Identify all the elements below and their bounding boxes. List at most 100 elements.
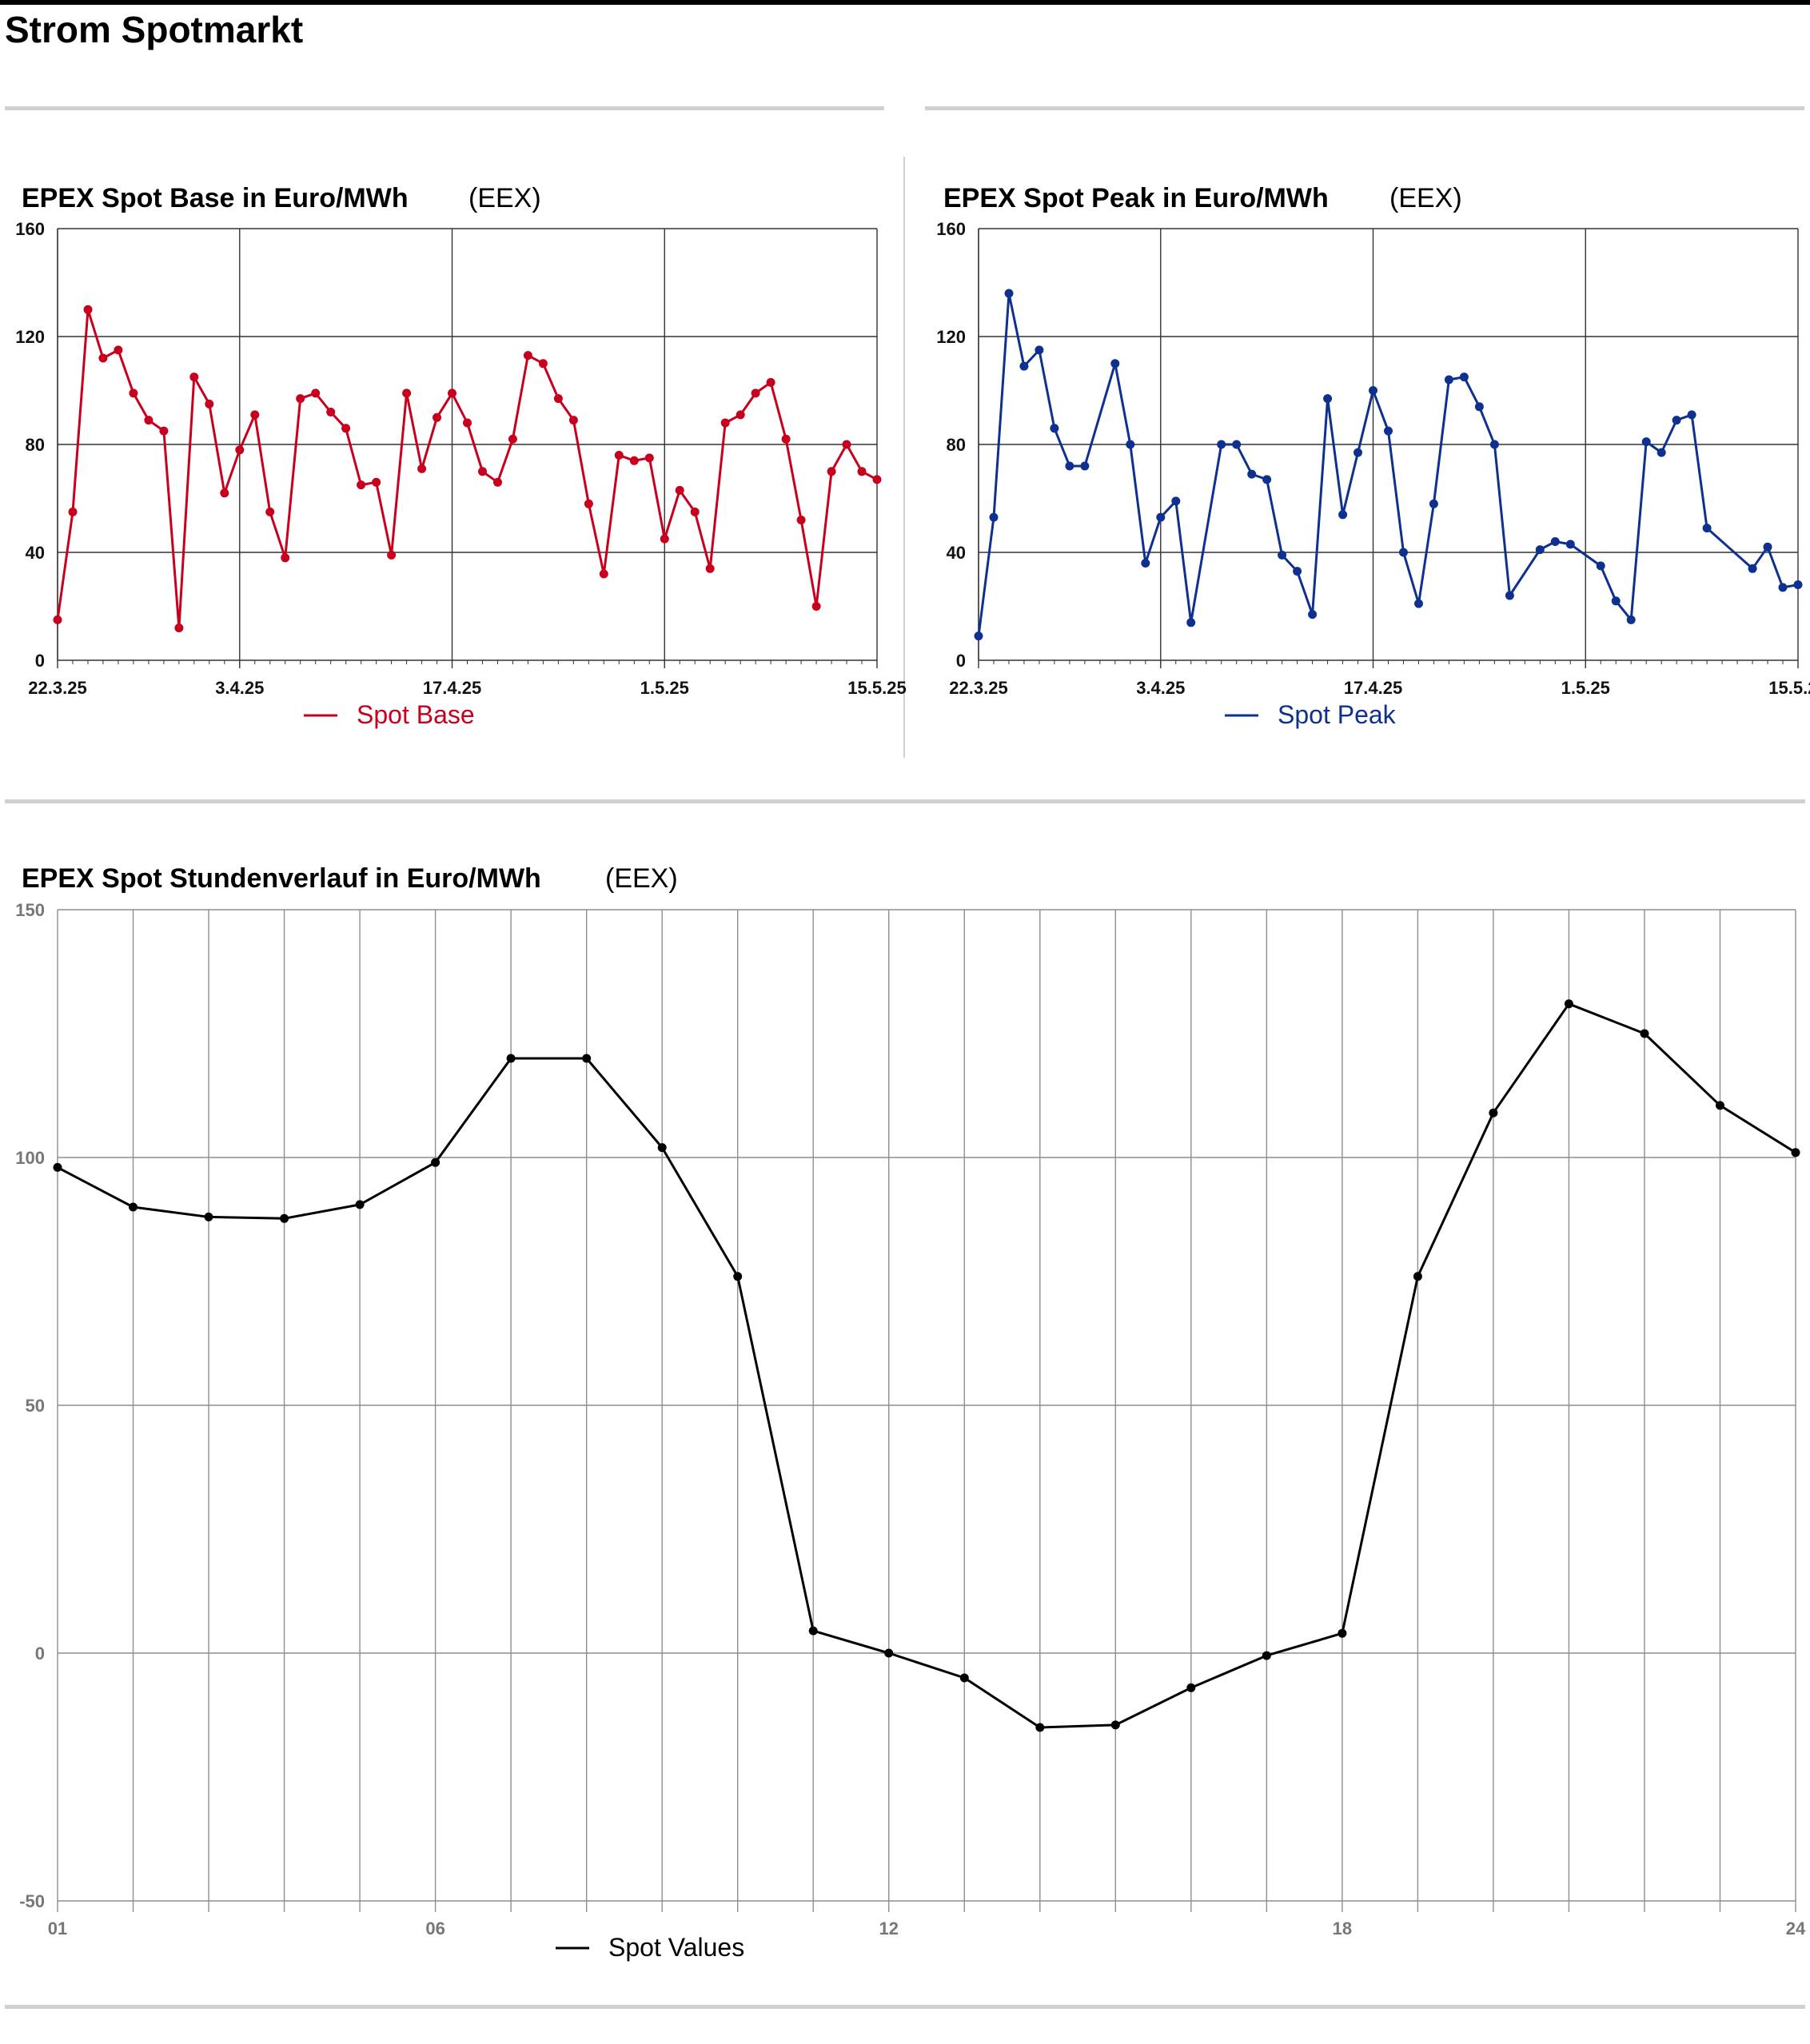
base-data-point: [114, 345, 123, 355]
peak-data-point: [1778, 583, 1788, 592]
base-data-point: [357, 480, 366, 490]
hourly-data-point: [1489, 1108, 1498, 1118]
peak-xtick-label: 22.3.25: [949, 678, 1007, 698]
base-ytick-label: 80: [26, 435, 45, 455]
peak-xtick-label: 15.5.25: [1768, 678, 1810, 698]
base-title: EPEX Spot Base in Euro/MWh: [22, 183, 409, 213]
base-data-point: [493, 477, 502, 487]
base-data-point: [326, 408, 336, 416]
hourly-data-point: [1413, 1272, 1422, 1281]
base-data-point: [265, 507, 275, 516]
peak-ytick-label: 40: [947, 543, 966, 563]
hourly-data-point: [884, 1648, 894, 1658]
peak-data-point: [1293, 567, 1302, 576]
hourly-data-point: [355, 1200, 365, 1209]
base-data-point: [433, 412, 441, 422]
base-data-point: [53, 615, 62, 624]
peak-data-point: [1489, 440, 1499, 449]
base-data-point: [736, 410, 745, 420]
hourly-data-point: [1262, 1651, 1271, 1660]
hourly-xtick-label: 24: [1786, 1918, 1806, 1938]
base-data-point: [508, 434, 517, 444]
base-data-point: [629, 456, 639, 465]
peak-ytick-label: 80: [947, 435, 966, 455]
base-data-point: [296, 394, 305, 404]
peak-data-point: [1444, 375, 1453, 384]
hourly-data-point: [1035, 1723, 1045, 1732]
base-data-point: [159, 426, 169, 436]
peak-data-point: [989, 512, 999, 522]
peak-data-point: [1262, 475, 1272, 484]
base-data-point: [341, 424, 351, 433]
peak-data-point: [1050, 424, 1059, 433]
peak-data-point: [1369, 386, 1377, 395]
peak-ytick-label: 0: [956, 651, 966, 671]
base-data-point: [220, 488, 229, 498]
base-data-point: [250, 410, 260, 420]
hourly-ytick-label: 150: [15, 900, 45, 920]
peak-data-point: [1354, 448, 1362, 457]
hourly-data-point: [431, 1157, 441, 1167]
base-ytick-label: 120: [15, 327, 45, 347]
peak-data-point: [1702, 524, 1712, 533]
peak-data-point: [1126, 440, 1135, 449]
hourly-data-point: [129, 1202, 138, 1212]
separator-vertical: [903, 157, 905, 758]
hourly-data-point: [506, 1054, 516, 1063]
base-data-point: [811, 602, 821, 611]
peak-data-point: [1596, 561, 1605, 571]
peak-data-point: [1004, 289, 1014, 298]
base-data-point: [311, 388, 321, 398]
base-data-point: [705, 564, 715, 573]
base-data-point: [857, 467, 867, 476]
hourly-ytick-label: 50: [26, 1396, 45, 1416]
hourly-data-point: [53, 1162, 62, 1172]
base-source: (EEX): [468, 183, 541, 213]
peak-data-point: [1763, 542, 1772, 552]
hourly-data-point: [1640, 1029, 1649, 1038]
peak-data-point: [1186, 618, 1196, 628]
base-data-point: [478, 467, 487, 476]
base-ytick-label: 0: [35, 651, 45, 671]
peak-series-line: [977, 292, 1799, 636]
hourly-chart: EPEX Spot Stundenverlauf in Euro/MWh (EEX…: [15, 863, 1806, 1962]
base-data-point: [144, 416, 153, 425]
base-data-point: [842, 440, 851, 449]
peak-legend-label: Spot Peak: [1278, 700, 1397, 729]
base-xtick-label: 1.5.25: [640, 678, 689, 698]
hourly-title: EPEX Spot Stundenverlauf in Euro/MWh: [22, 863, 541, 894]
base-data-point: [372, 477, 381, 487]
peak-data-point: [1672, 416, 1681, 425]
hourly-legend-label: Spot Values: [608, 1933, 744, 1962]
peak-data-point: [1247, 469, 1257, 479]
base-data-point: [174, 624, 184, 632]
hourly-data-point: [1338, 1628, 1347, 1638]
base-xtick-label: 15.5.25: [847, 678, 906, 698]
base-data-point: [827, 467, 836, 476]
hourly-data-point: [1110, 1720, 1120, 1730]
base-series-line: [56, 308, 878, 629]
hourly-xtick-label: 01: [48, 1918, 67, 1938]
peak-xtick-label: 17.4.25: [1344, 678, 1402, 698]
peak-data-point: [1641, 437, 1651, 447]
hourly-data-point: [582, 1054, 592, 1063]
peak-ytick-label: 120: [936, 327, 966, 347]
peak-data-point: [1505, 591, 1514, 600]
base-data-point: [205, 399, 214, 408]
peak-data-point: [1459, 373, 1469, 382]
base-data-point: [189, 373, 199, 382]
base-data-point: [568, 416, 578, 425]
base-legend-label: Spot Base: [357, 700, 475, 729]
peak-data-point: [1156, 512, 1166, 522]
peak-data-point: [1065, 461, 1074, 471]
peak-data-point: [974, 632, 983, 641]
peak-data-point: [1019, 361, 1029, 371]
base-xtick-label: 22.3.25: [28, 678, 86, 698]
base-data-point: [675, 485, 684, 495]
base-data-point: [614, 451, 624, 460]
page-title: Strom Spotmarkt: [5, 9, 304, 50]
base-data-point: [98, 353, 108, 363]
base-data-point: [690, 507, 700, 516]
separator-top-right: [925, 106, 1804, 110]
